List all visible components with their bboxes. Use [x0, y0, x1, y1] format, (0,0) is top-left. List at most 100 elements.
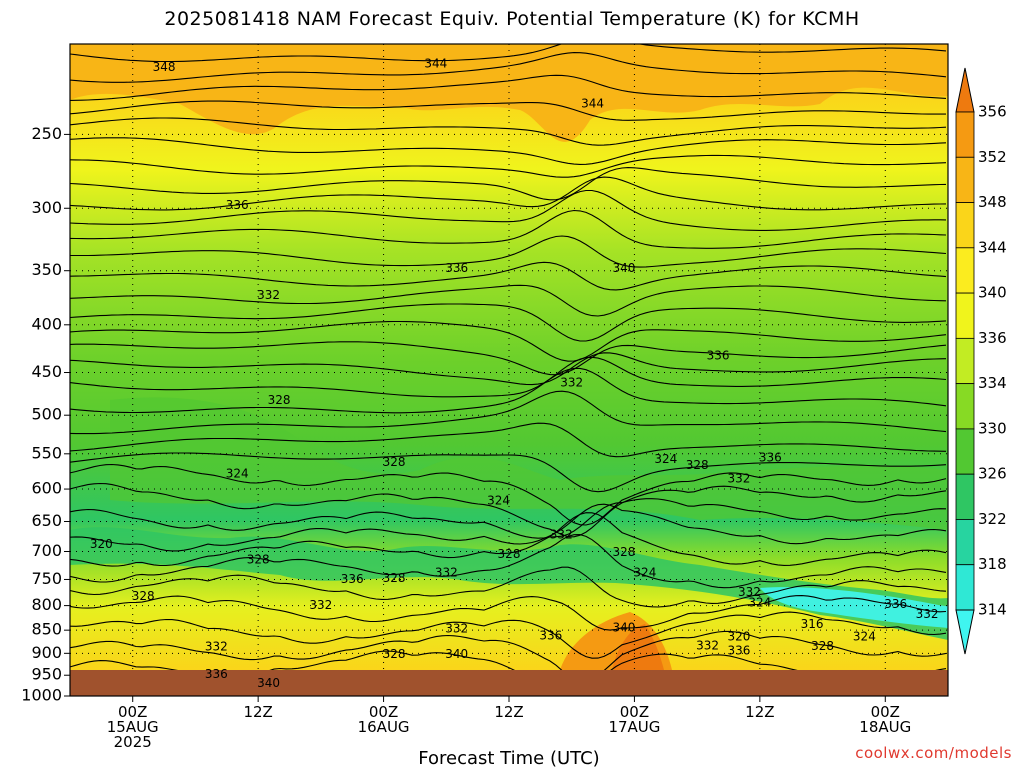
- contour-line: [70, 167, 947, 201]
- y-tick-label: 650: [31, 511, 62, 530]
- colorbar-swatch: [955, 428, 975, 475]
- contour-line: [70, 512, 947, 567]
- y-tick-label: 950: [31, 665, 62, 684]
- contour-line: [70, 137, 947, 165]
- y-tick-label: 350: [31, 260, 62, 279]
- contour-value-labels: 348 344 344 336 336 340 332 332 336 328 324 328 324 3…: [90, 56, 939, 690]
- contour-label: 328: [686, 458, 709, 472]
- contour-label: 336: [884, 597, 907, 611]
- contour-label: 344: [581, 97, 604, 111]
- y-tick-label: 850: [31, 620, 62, 639]
- colorbar-swatch: [955, 247, 975, 294]
- colorbar-swatch: [955, 473, 975, 520]
- contour-label: 332: [257, 288, 280, 302]
- contour-line: [70, 176, 947, 211]
- y-tick-label: 700: [31, 541, 62, 560]
- x-tick-label: 00Z: [871, 703, 900, 721]
- contour-label: 324: [633, 565, 656, 579]
- colorbar-swatch: [955, 383, 975, 430]
- x-tick-label: 17AUG: [608, 718, 660, 736]
- colorbar-swatch: [955, 111, 975, 158]
- cold-core-region: [760, 587, 948, 628]
- contour-line: [70, 52, 947, 83]
- colorbar-label: 322: [978, 510, 1007, 528]
- colorbar-min-arrow: [955, 609, 975, 655]
- contour-label: 332: [738, 585, 761, 599]
- contour-label: 332: [727, 471, 750, 485]
- colorbar-label: 340: [978, 284, 1007, 302]
- contour-line: [70, 630, 947, 670]
- x-tick-label: 12Z: [494, 703, 523, 721]
- contour-label: 320: [90, 537, 113, 551]
- contour-label: 344: [424, 56, 447, 70]
- contour-label: 332: [560, 376, 583, 390]
- moist-layer-region: [70, 527, 948, 640]
- contour-label: 328: [383, 647, 406, 661]
- contour-line: [70, 189, 947, 231]
- contour-line: [70, 284, 947, 317]
- contour-label: 336: [226, 198, 249, 212]
- contour-line: [70, 390, 947, 435]
- colorbar-swatch: [955, 519, 975, 566]
- contour-line: [70, 498, 947, 539]
- contour-label: 336: [759, 451, 782, 465]
- contour-line: [70, 595, 947, 631]
- contour-line: [70, 566, 947, 608]
- contour-label: 340: [445, 647, 468, 661]
- contour-label: 336: [445, 261, 468, 275]
- contour-label: 324: [853, 630, 876, 644]
- contour-label: 328: [498, 547, 521, 561]
- x-tick-label: 16AUG: [358, 718, 410, 736]
- contour-label: 332: [309, 598, 332, 612]
- contour-label: 348: [153, 60, 176, 74]
- colorbar-label: 330: [978, 419, 1007, 437]
- colorbar-label: 314: [978, 601, 1007, 619]
- colorbar-swatch: [955, 564, 975, 611]
- y-tick-label: 500: [31, 405, 62, 424]
- contour-line: [70, 534, 947, 589]
- colorbar-label: 326: [978, 465, 1007, 483]
- contour-line: [70, 303, 947, 342]
- colorbar-swatch: [955, 292, 975, 339]
- contour-label: 332: [916, 607, 939, 621]
- terrain-below-ground: [70, 670, 948, 696]
- grid-lines: [70, 44, 948, 670]
- contour-label: 332: [696, 639, 719, 653]
- contour-label: 320: [727, 630, 750, 644]
- contour-line: [70, 463, 947, 526]
- x-tick-label: 12Z: [243, 703, 272, 721]
- contour-lines: [70, 44, 947, 670]
- contour-line: [70, 100, 946, 121]
- contour-line: [70, 235, 947, 268]
- contour-line: [70, 74, 947, 101]
- contour-label: 340: [613, 261, 636, 275]
- contour-line: [70, 154, 947, 178]
- contour-label: 336: [341, 572, 364, 586]
- y-tick-label: 750: [31, 569, 62, 588]
- contour-label: 316: [801, 617, 824, 631]
- contour-line: [70, 352, 947, 386]
- contour-label: 332: [550, 527, 573, 541]
- contour-label: 328: [268, 393, 291, 407]
- y-tick-label: 800: [31, 595, 62, 614]
- contour-line: [70, 117, 947, 146]
- contour-line: [70, 611, 947, 659]
- contour-label: 340: [613, 620, 636, 634]
- contour-label: 336: [539, 628, 562, 642]
- contour-label: 324: [226, 466, 249, 480]
- y-tick-label: 450: [31, 362, 62, 381]
- colorbar: 356 352 348 344 340 336 334 330 326 322 318 314: [955, 67, 1007, 655]
- y-tick-label: 1000: [21, 686, 62, 705]
- x-tick-label: 15AUG: [107, 718, 159, 736]
- contour-line: [70, 209, 947, 249]
- contour-label: 328: [613, 545, 636, 559]
- y-tick-label: 300: [31, 198, 62, 217]
- contour-label: 324: [654, 452, 677, 466]
- colorbar-label: 356: [978, 103, 1007, 121]
- contour-label: 332: [435, 565, 458, 579]
- contour-line: [70, 320, 947, 362]
- contour-line: [70, 356, 947, 398]
- x-tick-label: 12Z: [745, 703, 774, 721]
